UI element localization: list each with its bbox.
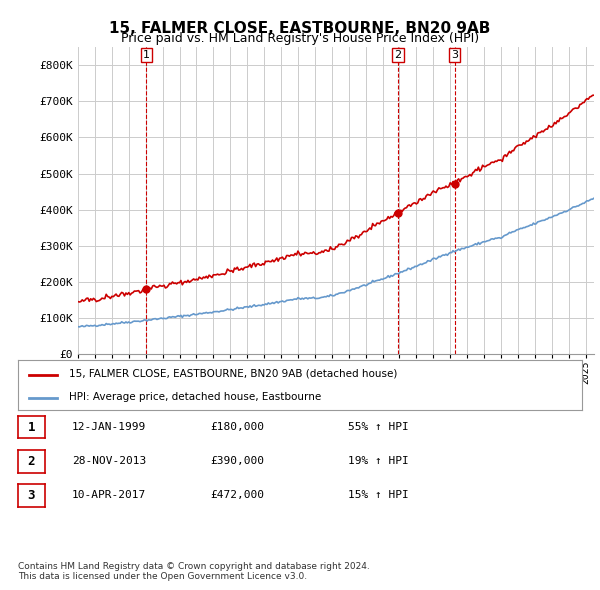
Text: 10-APR-2017: 10-APR-2017 bbox=[72, 490, 146, 500]
Text: 19% ↑ HPI: 19% ↑ HPI bbox=[348, 456, 409, 466]
Text: 3: 3 bbox=[451, 50, 458, 60]
Text: 15, FALMER CLOSE, EASTBOURNE, BN20 9AB: 15, FALMER CLOSE, EASTBOURNE, BN20 9AB bbox=[109, 21, 491, 35]
Text: 1: 1 bbox=[28, 421, 35, 434]
Text: Contains HM Land Registry data © Crown copyright and database right 2024.
This d: Contains HM Land Registry data © Crown c… bbox=[18, 562, 370, 581]
Text: £390,000: £390,000 bbox=[210, 456, 264, 466]
Text: 15% ↑ HPI: 15% ↑ HPI bbox=[348, 490, 409, 500]
Text: 2: 2 bbox=[28, 455, 35, 468]
Text: HPI: Average price, detached house, Eastbourne: HPI: Average price, detached house, East… bbox=[69, 392, 321, 402]
Text: £180,000: £180,000 bbox=[210, 422, 264, 431]
Text: £472,000: £472,000 bbox=[210, 490, 264, 500]
Text: 28-NOV-2013: 28-NOV-2013 bbox=[72, 456, 146, 466]
Text: 2: 2 bbox=[394, 50, 401, 60]
Text: Price paid vs. HM Land Registry's House Price Index (HPI): Price paid vs. HM Land Registry's House … bbox=[121, 32, 479, 45]
Text: 3: 3 bbox=[28, 489, 35, 502]
Text: 12-JAN-1999: 12-JAN-1999 bbox=[72, 422, 146, 431]
Text: 1: 1 bbox=[143, 50, 150, 60]
Text: 55% ↑ HPI: 55% ↑ HPI bbox=[348, 422, 409, 431]
Text: 15, FALMER CLOSE, EASTBOURNE, BN20 9AB (detached house): 15, FALMER CLOSE, EASTBOURNE, BN20 9AB (… bbox=[69, 369, 397, 379]
